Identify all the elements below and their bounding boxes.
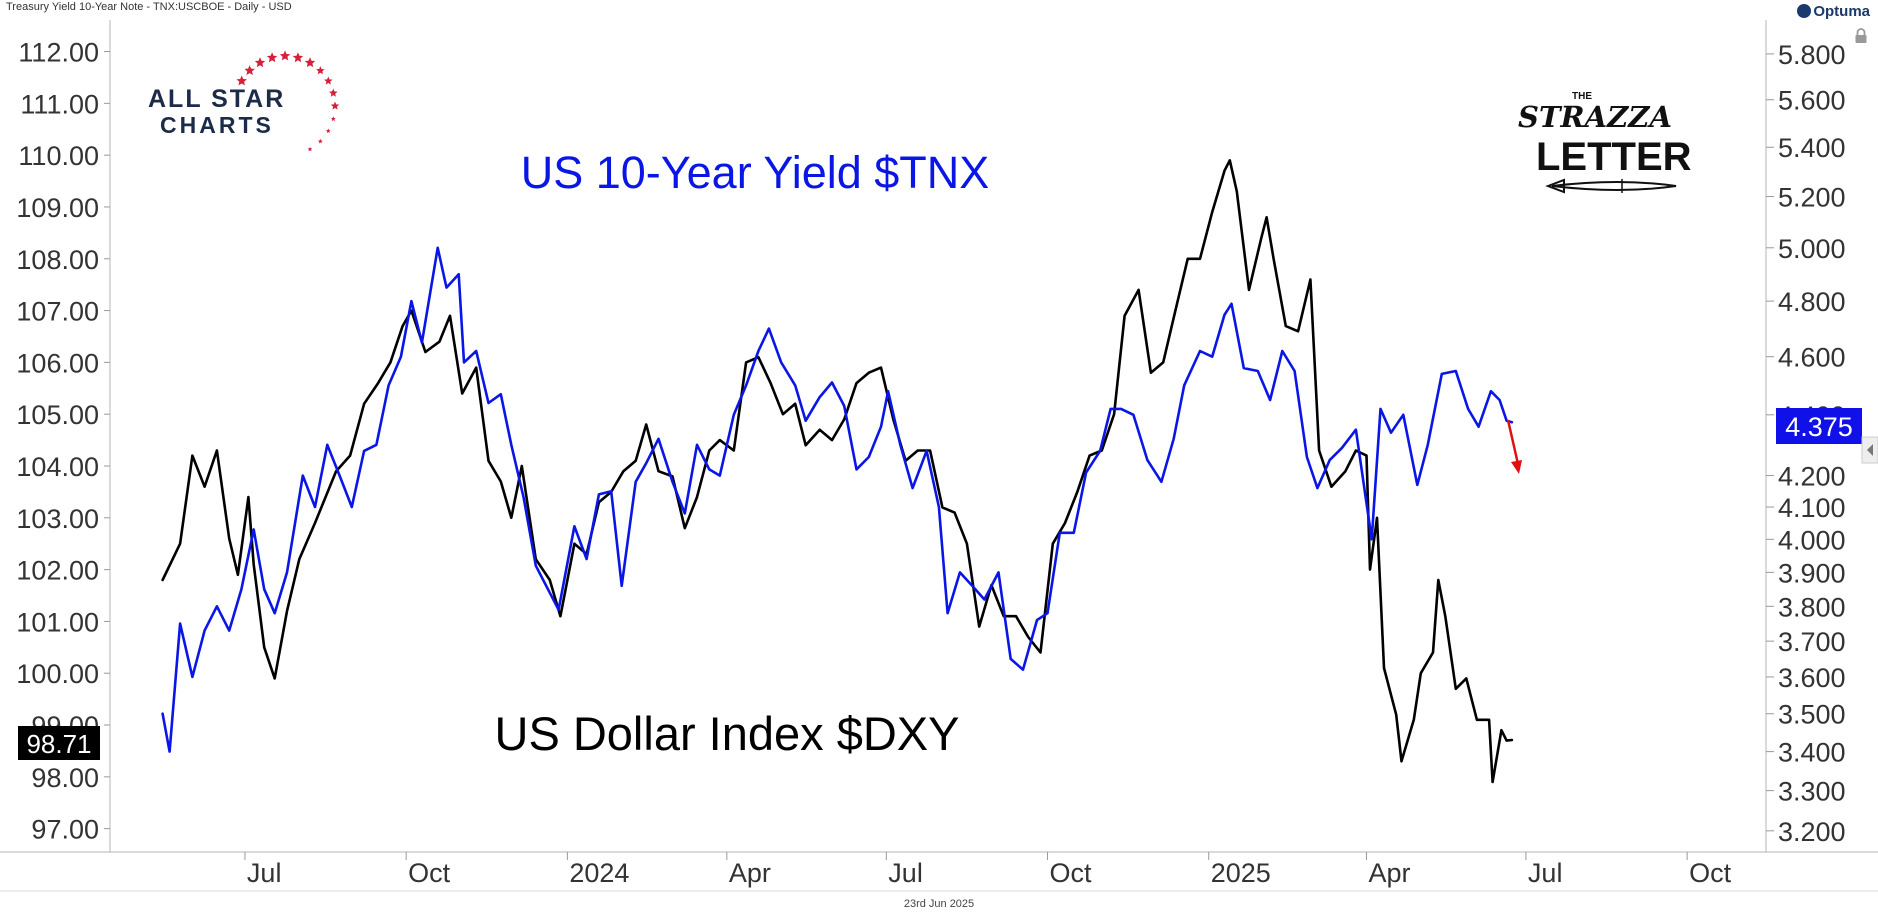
logo-star	[324, 76, 333, 85]
x-tick-label: Oct	[408, 858, 451, 888]
right-tick-label: 3.300	[1778, 777, 1846, 807]
x-tick-label: Apr	[729, 858, 771, 888]
left-tick-label: 110.00	[18, 141, 99, 171]
left-tick-label: 112.00	[18, 38, 99, 68]
collapse-arrow-icon[interactable]	[1861, 436, 1878, 464]
right-tick-label: 3.200	[1778, 817, 1846, 847]
tnx-last-value-badge: 4.375	[1776, 408, 1862, 444]
left-axis: 112.00 111.00 110.00 109.00 108.00 107.00 106.…	[16, 38, 110, 845]
logo-star	[318, 138, 323, 144]
strazza-logo-line2: LETTER	[1536, 135, 1692, 179]
left-tick-label: 108.00	[16, 245, 99, 275]
right-tick-label: 3.800	[1778, 592, 1846, 622]
right-tick-label: 4.200	[1778, 462, 1846, 492]
left-tick-label: 98.00	[31, 763, 99, 793]
logo-star	[325, 128, 331, 133]
star-icon	[236, 50, 340, 152]
right-tick-label: 5.800	[1778, 40, 1846, 70]
lock-icon[interactable]	[1854, 28, 1868, 44]
logo-star	[330, 101, 340, 110]
dxy-last-value-badge: 98.71	[18, 726, 100, 760]
left-tick-label: 97.00	[31, 815, 99, 845]
right-tick-label: 5.000	[1778, 234, 1846, 264]
left-tick-label: 101.00	[16, 607, 99, 637]
left-tick-label: 107.00	[16, 297, 99, 327]
right-tick-label: 5.600	[1778, 86, 1846, 116]
right-tick-label: 3.700	[1778, 627, 1846, 657]
x-tick-label: Jul	[888, 858, 923, 888]
right-tick-label: 4.000	[1778, 525, 1846, 555]
x-tick-label: Apr	[1368, 858, 1410, 888]
right-tick-label: 5.200	[1778, 183, 1846, 213]
allstar-logo-line1: ALL STAR	[148, 85, 285, 113]
logo-star	[244, 65, 255, 76]
right-tick-label: 3.900	[1778, 558, 1846, 588]
allstar-logo-line2: CHARTS	[160, 112, 274, 138]
left-tick-label: 102.00	[16, 556, 99, 586]
arrow-down-icon	[1506, 419, 1522, 474]
x-tick-label: 2024	[569, 858, 629, 888]
dxy-last-value: 98.71	[26, 729, 91, 759]
logo-star	[292, 52, 304, 63]
logo-star	[236, 75, 247, 86]
right-axis: 5.8005.6005.4005.2005.0004.8004.6004.400…	[1766, 40, 1846, 847]
left-tick-label: 109.00	[16, 193, 99, 223]
x-tick-label: Jul	[1528, 858, 1563, 888]
left-tick-label: 100.00	[16, 659, 99, 689]
left-tick-label: 104.00	[16, 452, 99, 482]
strazza-logo-small: THE	[1572, 91, 1592, 102]
logo-star	[279, 50, 291, 61]
right-tick-label: 4.600	[1778, 343, 1846, 373]
dxy-series-line	[161, 159, 1514, 784]
logo-star	[254, 57, 266, 68]
optuma-logo-icon	[1797, 4, 1812, 18]
left-tick-label: 103.00	[16, 504, 99, 534]
logo-star	[266, 52, 278, 63]
logo-star	[304, 57, 316, 68]
x-tick-label: Oct	[1689, 858, 1732, 888]
right-tick-label: 4.800	[1778, 287, 1846, 317]
right-tick-label: 4.100	[1778, 493, 1846, 523]
logo-star	[307, 146, 313, 152]
x-tick-label: 2025	[1211, 858, 1271, 888]
logo-star	[330, 116, 336, 121]
x-tick-label: Jul	[247, 858, 282, 888]
strazza-logo-line1: STRAZZA	[1518, 100, 1672, 134]
left-tick-label: 106.00	[16, 348, 99, 378]
optuma-brand-label: Optuma	[1813, 3, 1870, 20]
pen-icon	[1545, 178, 1677, 194]
right-tick-label: 3.500	[1778, 700, 1846, 730]
right-tick-label: 5.400	[1778, 133, 1846, 163]
x-tick-label: Oct	[1050, 858, 1093, 888]
right-tick-label: 3.600	[1778, 663, 1846, 693]
chart-header-title: Treasury Yield 10-Year Note - TNX:USCBOE…	[6, 1, 292, 13]
left-tick-label: 105.00	[16, 400, 99, 430]
tnx-last-value: 4.375	[1785, 412, 1853, 442]
tnx-series-line	[161, 246, 1514, 753]
tnx-annotation: US 10-Year Yield $TNX	[521, 147, 990, 198]
strazza-letter-logo: THE STRAZZA LETTER	[1518, 91, 1692, 194]
x-axis: Jul Oct 2024 Apr Jul Oct 2025 Apr Jul Oct	[244, 852, 1732, 888]
right-tick-label: 3.400	[1778, 738, 1846, 768]
left-tick-label: 111.00	[20, 89, 99, 119]
dxy-annotation: US Dollar Index $DXY	[495, 707, 960, 760]
logo-star	[329, 88, 338, 97]
optuma-brand: Optuma	[1797, 3, 1870, 20]
allstar-charts-logo: ALL STAR CHARTS	[148, 50, 340, 152]
logo-star	[316, 66, 325, 75]
series-layer	[161, 159, 1514, 784]
footer-date: 23rd Jun 2025	[903, 898, 975, 910]
